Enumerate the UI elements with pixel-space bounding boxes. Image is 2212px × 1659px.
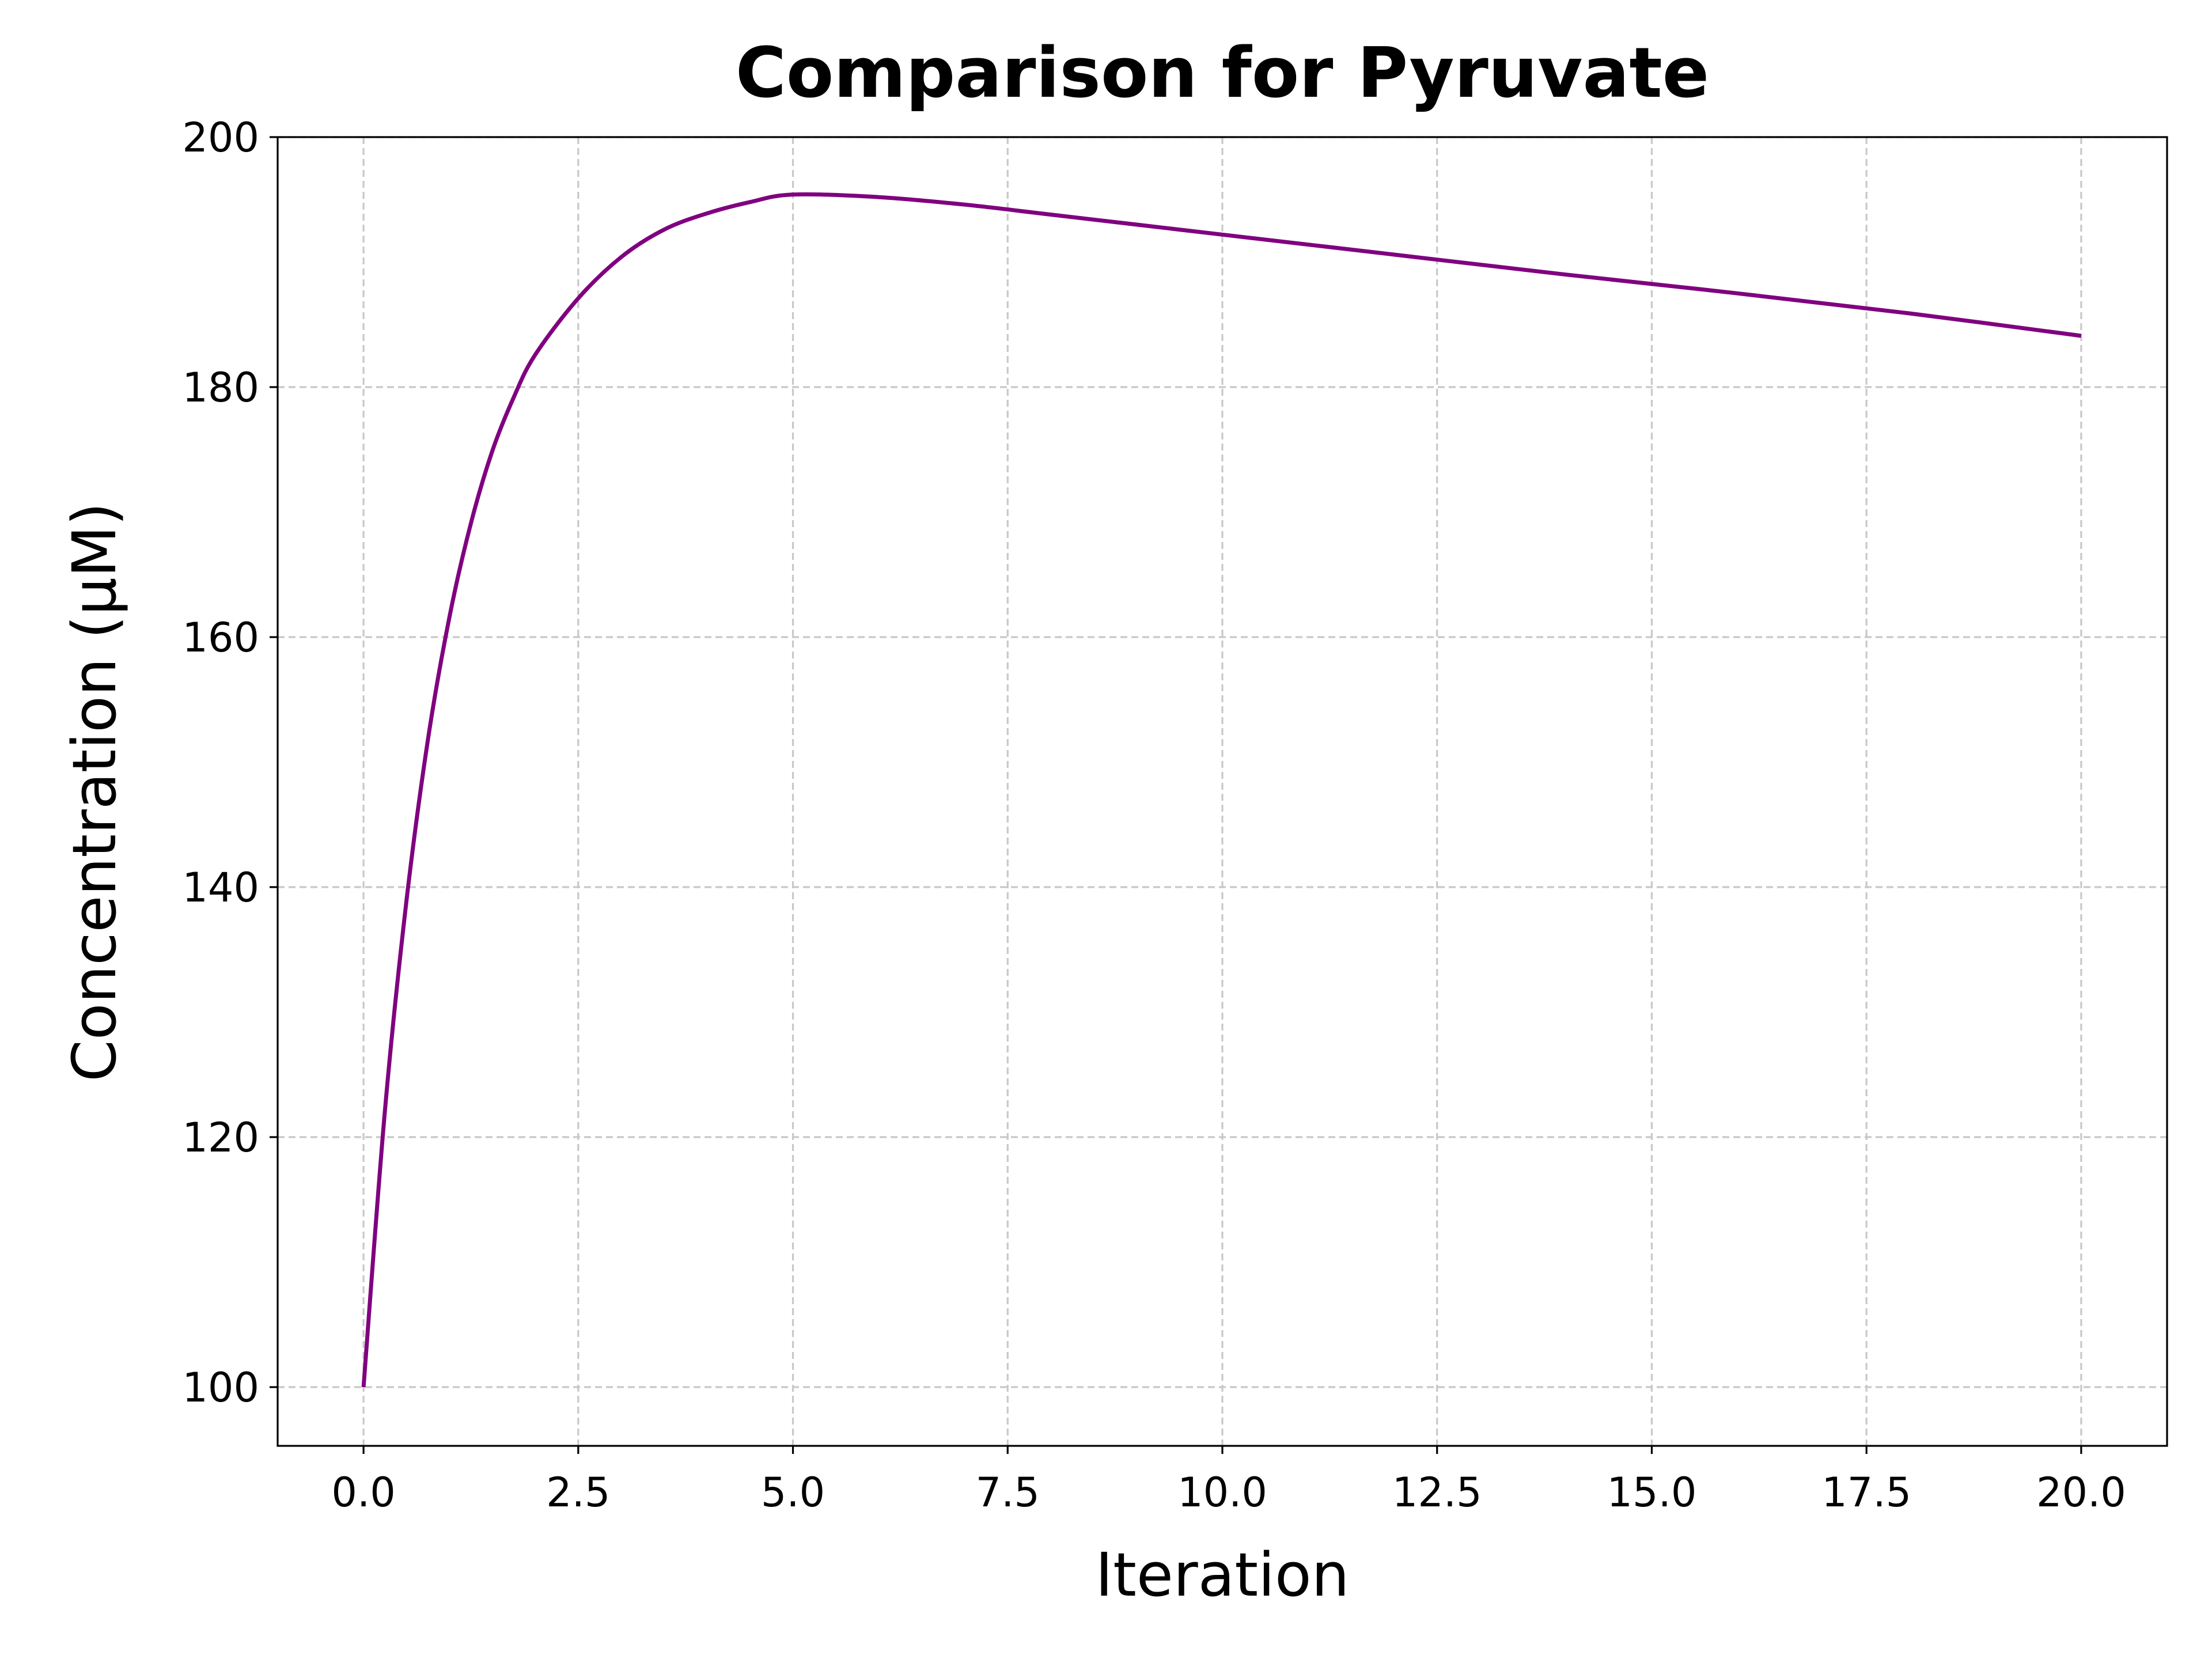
y-axis-ticks: 100 120 140 160 180 200 <box>182 114 278 1411</box>
x-tick-label: 17.5 <box>1821 1469 1911 1516</box>
chart-title: Comparison for Pyruvate <box>736 33 1709 113</box>
y-axis-label: Concentration (μM) <box>59 502 130 1082</box>
x-axis-ticks: 0.0 2.5 5.0 7.5 10.0 12.5 15.0 17.5 20.0 <box>331 1446 2126 1516</box>
y-tick-label: 140 <box>182 864 259 911</box>
x-tick-label: 2.5 <box>546 1469 610 1516</box>
x-tick-label: 15.0 <box>1607 1469 1697 1516</box>
series-line <box>361 192 2082 1388</box>
x-tick-label: 10.0 <box>1177 1469 1267 1516</box>
y-tick-label: 200 <box>182 114 259 161</box>
x-tick-label: 0.0 <box>331 1469 395 1516</box>
y-tick-label: 120 <box>182 1114 259 1161</box>
x-tick-label: 7.5 <box>976 1469 1040 1516</box>
x-tick-label: 12.5 <box>1392 1469 1482 1516</box>
series-layer <box>361 192 2082 1388</box>
x-tick-label: 5.0 <box>761 1469 825 1516</box>
x-tick-label: 20.0 <box>2036 1469 2126 1516</box>
x-axis-label: Iteration <box>1095 1540 1349 1610</box>
y-tick-label: 180 <box>182 364 259 411</box>
y-tick-label: 100 <box>182 1364 259 1411</box>
y-tick-label: 160 <box>182 614 259 661</box>
